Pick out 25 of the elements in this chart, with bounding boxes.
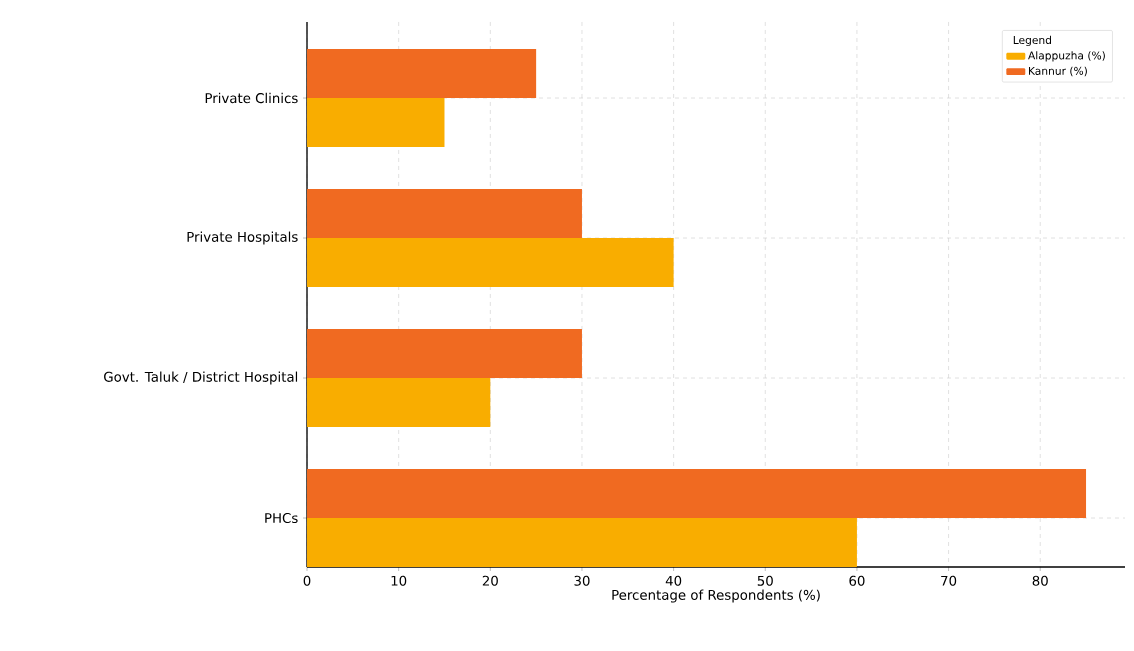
x-tick-label: 30: [574, 575, 590, 586]
legend-title: Legend: [1013, 35, 1051, 47]
bar: [307, 98, 445, 148]
legend-label: Alappuzha (%): [1028, 51, 1105, 62]
y-tick-label: Govt. Taluk / District Hospital: [104, 371, 298, 385]
bar: [307, 469, 1087, 519]
y-tick-label: Private Clinics: [205, 92, 298, 104]
legend-label: Kannur (%): [1029, 66, 1087, 77]
x-tick-label: 50: [757, 575, 773, 586]
x-axis-title: Percentage of Respondents (%): [612, 589, 820, 603]
bar: [307, 329, 582, 379]
bar: [307, 518, 857, 568]
x-tick-label: 60: [849, 575, 865, 586]
x-tick-label: 20: [482, 575, 498, 586]
bar: [307, 189, 582, 239]
y-tick-label: Private Hospitals: [187, 231, 298, 245]
bar: [307, 49, 537, 99]
x-tick-label: 10: [391, 575, 407, 586]
x-tick-label: 0: [303, 575, 311, 586]
bar: [307, 238, 674, 288]
y-tick-label: PHCs: [265, 512, 298, 524]
x-tick-label: 80: [1032, 575, 1048, 586]
bar: [307, 378, 491, 428]
x-tick-label: 70: [941, 575, 957, 586]
x-tick-label: 40: [665, 575, 682, 586]
